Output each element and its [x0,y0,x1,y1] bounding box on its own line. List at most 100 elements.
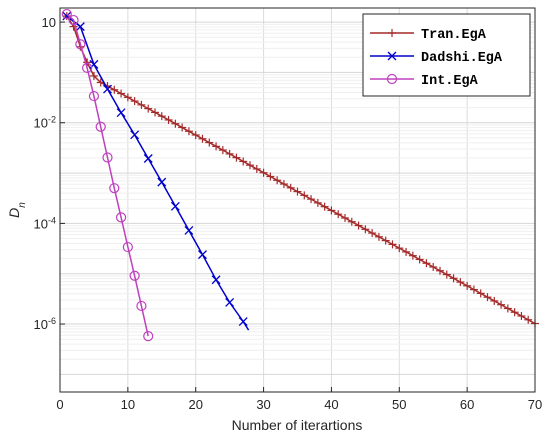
plus-marker [164,115,173,124]
legend: Tran.EgA Dadshi.EgA Int.EgA [362,13,531,97]
legend-item: Dadshi.EgA [370,51,503,66]
legend-item: Int.EgA [370,73,479,89]
plus-marker [415,255,424,264]
plus-marker [442,270,451,279]
plus-marker [123,93,132,102]
plus-marker [368,229,377,238]
x-marker-b [184,225,194,235]
circle-marker [136,300,147,312]
plus-marker [469,285,478,294]
plus-marker [239,157,248,166]
plus-marker [483,293,492,302]
x-marker-b [198,250,207,260]
x-marker [184,225,194,235]
x-tick-label: 20 [188,397,202,412]
x-marker-b [238,317,248,327]
plus-marker [422,259,431,268]
x-tick-label: 60 [460,397,474,412]
plot-frame [59,7,536,393]
circle-marker [75,39,86,50]
plus-marker [381,236,390,245]
x-tick-label: 10 [121,397,135,412]
plus-marker [266,172,275,181]
x-tick-label: 40 [324,397,338,412]
plus-marker [361,225,370,234]
circle-marker [95,121,106,132]
circle-marker [122,241,133,253]
series-tran-ega [62,12,539,328]
x-marker-b [170,201,180,211]
x-marker [225,297,235,307]
plus-marker [463,281,472,290]
x-tick-label: 30 [256,397,270,412]
x-marker [387,51,397,61]
plus-marker [252,164,261,173]
plus-marker [388,240,397,249]
plus-marker [503,304,512,313]
circle-marker [82,62,93,73]
plus-marker [83,58,92,67]
plus-marker [429,262,438,271]
x-marker-b [143,154,153,163]
plus-marker [171,119,180,128]
x-marker-b [387,51,397,61]
plus-marker [293,187,302,196]
plus-marker [212,142,221,151]
circle-marker [61,8,72,20]
legend-label: Tran.EgA [421,28,487,43]
plus-marker [408,251,417,260]
plus-marker [320,202,329,211]
x-marker-b [103,84,112,94]
plus-marker [184,127,193,136]
x-axis-title: Number of iterartions [232,417,363,433]
plus-marker [218,146,227,155]
plus-marker [178,123,187,132]
plus-marker [157,112,166,121]
x-marker-b [157,177,167,187]
plus-marker [307,195,316,204]
series-int-ega [61,8,154,342]
legend-item: Tran.EgA [370,28,487,43]
plus-marker [246,161,254,170]
x-marker [157,177,167,187]
circle-marker [129,270,140,281]
x-marker-b [211,275,221,285]
x-marker [198,250,207,260]
plus-marker [205,138,214,147]
legend-label: Dadshi.EgA [421,51,503,66]
plus-marker [327,206,336,215]
plus-marker [374,232,383,241]
plus-marker [286,183,295,192]
x-marker-b [62,11,72,21]
plus-marker [110,85,119,94]
grid [59,8,536,392]
x-marker-b [75,22,85,32]
x-marker [143,154,153,163]
plus-marker [69,22,78,31]
plus-marker [402,247,411,256]
plus-marker [347,217,356,226]
legend-label: Int.EgA [421,74,479,89]
x-marker [170,201,180,211]
series-line [66,15,536,325]
x-marker-b [116,108,126,118]
plus-marker [517,312,526,321]
plus-marker [279,180,288,189]
x-marker [238,317,248,327]
plus-marker [334,210,343,219]
x-tick-label: 0 [56,397,63,412]
plus-marker [89,71,98,80]
plus-marker [354,221,363,230]
x-marker [130,130,140,140]
x-marker [116,108,126,118]
circle-marker [143,331,154,342]
plus-marker [232,153,241,162]
plus-marker [130,97,139,106]
plus-marker [225,149,234,158]
plus-marker [476,289,485,298]
plus-marker [449,274,458,283]
plus-marker [497,300,506,309]
plus-marker [273,176,282,185]
x-tick-label: 70 [528,397,542,412]
